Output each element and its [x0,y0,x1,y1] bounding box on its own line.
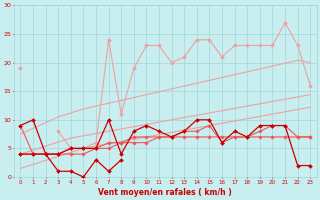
X-axis label: Vent moyen/en rafales ( km/h ): Vent moyen/en rafales ( km/h ) [99,188,232,197]
